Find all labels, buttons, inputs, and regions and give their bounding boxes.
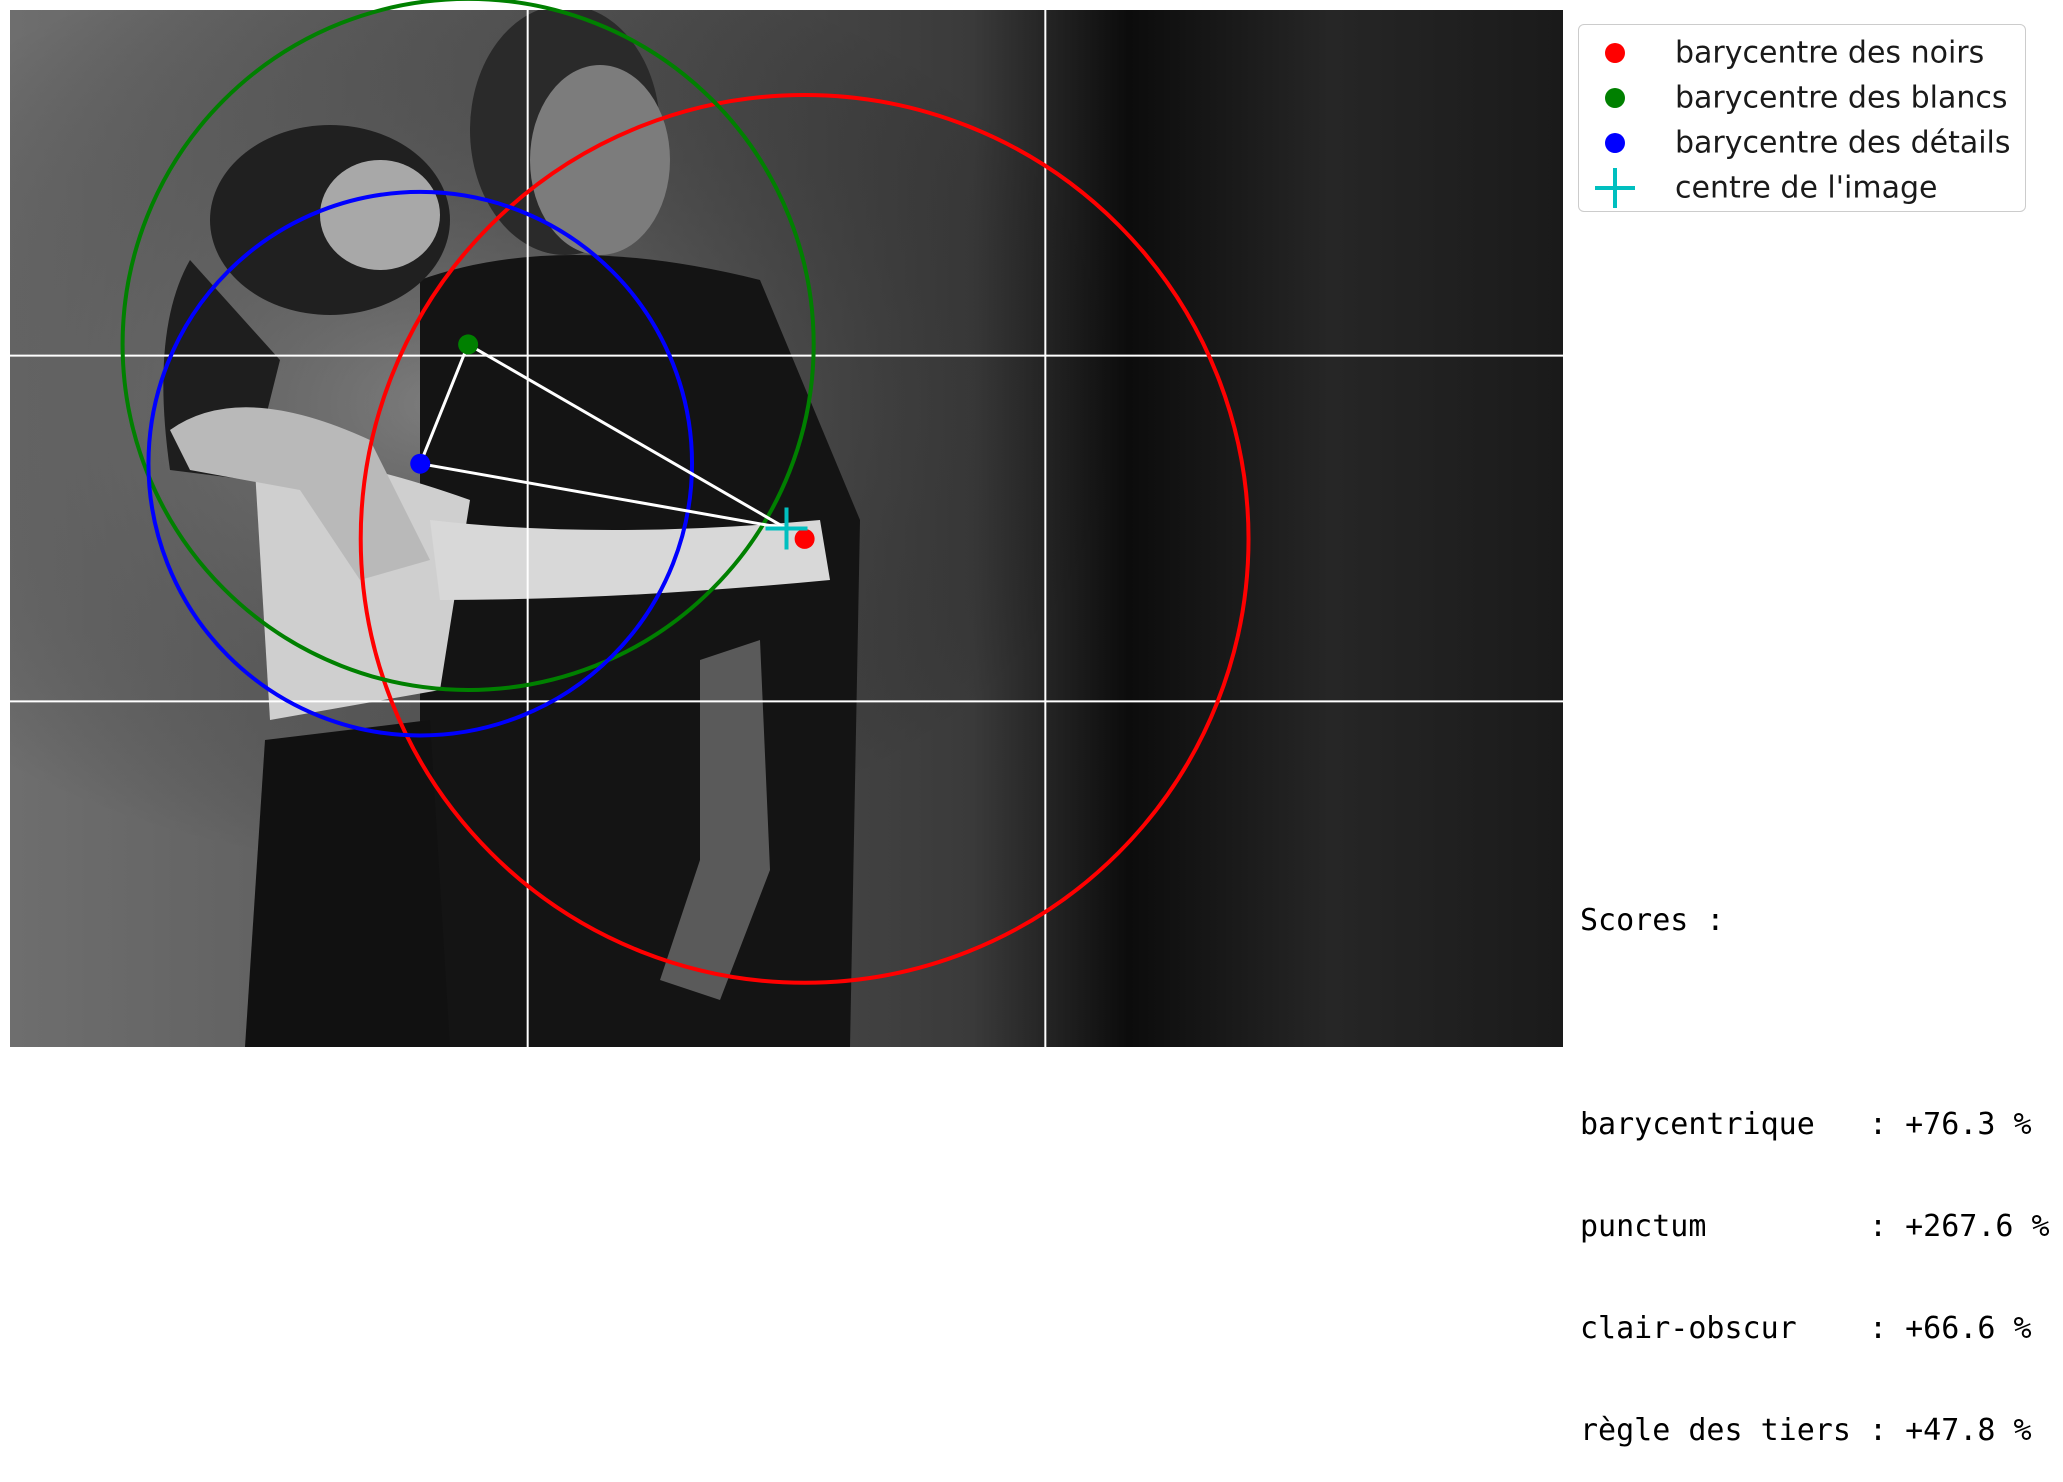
woman-figure <box>163 125 830 1047</box>
cyan-plus-icon <box>1595 167 1635 208</box>
radius-circle-2 <box>120 0 816 692</box>
legend-label: barycentre des noirs <box>1675 35 1985 70</box>
scores-spacer <box>1580 1006 2050 1040</box>
radius-circle-3 <box>146 189 695 738</box>
barycentre-point-3 <box>410 453 431 474</box>
scores-panel: Scores : barycentrique : +76.3 % punctum… <box>1580 836 2050 1482</box>
legend-item-centre: centre de l'image <box>1579 165 2025 210</box>
legend-item-noirs: barycentre des noirs <box>1579 30 2025 75</box>
radius-circle-1 <box>358 92 1251 985</box>
green-dot-icon <box>1605 87 1625 108</box>
legend-label: barycentre des détails <box>1675 125 2011 160</box>
red-dot-icon <box>1605 42 1625 63</box>
legend: barycentre des noirs barycentre des blan… <box>1578 24 2026 212</box>
score-punctum: punctum : +267.6 % <box>1580 1209 2050 1244</box>
score-regle-des-tiers: règle des tiers : +47.8 % <box>1580 1413 2032 1448</box>
legend-item-details: barycentre des détails <box>1579 120 2025 165</box>
score-clair-obscur: clair-obscur : +66.6 % <box>1580 1311 2032 1346</box>
chart-figure <box>10 0 1563 1047</box>
man-figure <box>420 10 860 1047</box>
blue-dot-icon <box>1605 132 1625 153</box>
legend-item-blancs: barycentre des blancs <box>1579 75 2025 120</box>
legend-label: barycentre des blancs <box>1675 80 2008 115</box>
connection-line-3 <box>419 462 787 530</box>
legend-label: centre de l'image <box>1675 170 1938 205</box>
scores-heading: Scores : <box>1580 903 1725 938</box>
score-barycentrique: barycentrique : +76.3 % <box>1580 1107 2032 1142</box>
connection-line-2 <box>467 343 788 530</box>
barycentre-point-1 <box>794 528 815 549</box>
connection-line-1 <box>418 343 470 465</box>
barycentre-point-2 <box>458 334 479 355</box>
